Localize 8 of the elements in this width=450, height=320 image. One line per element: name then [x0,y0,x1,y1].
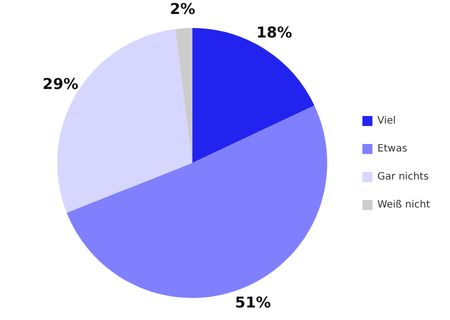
legend-label: Gar nichts [377,172,429,183]
legend-label: Weiß nicht [377,200,430,211]
legend-label: Etwas [377,144,408,155]
data-label: 18% [256,24,292,42]
data-label: 51% [235,293,271,312]
legend-label: Viel [377,116,396,127]
data-label: 2% [170,0,196,18]
data-label: 29% [42,75,78,94]
